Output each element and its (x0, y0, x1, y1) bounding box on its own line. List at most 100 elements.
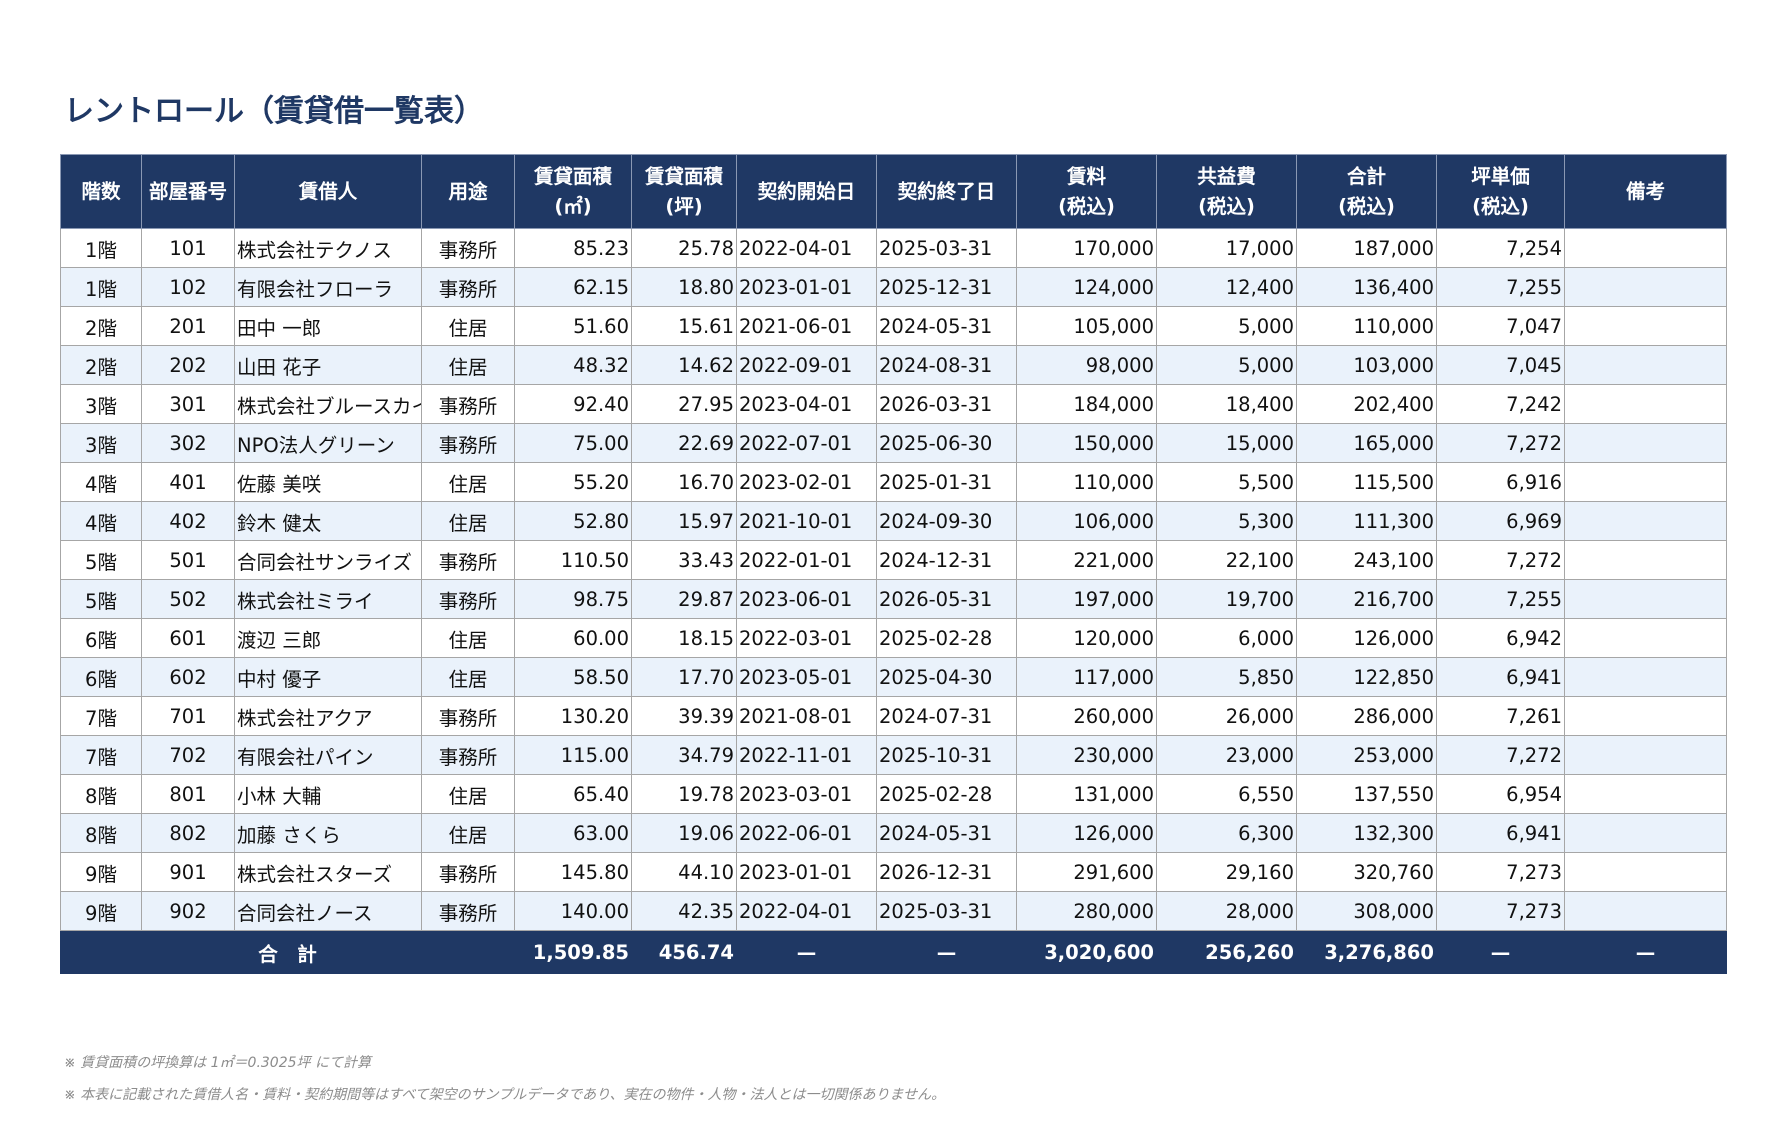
totals-area-m2: 1,509.85 (514, 930, 632, 974)
start-date-cell: 2023-03-01 (736, 774, 877, 814)
tenant-cell: 株式会社アクア (234, 696, 422, 736)
end-date-cell: 2024-05-31 (876, 306, 1017, 346)
end-date-cell: 2025-01-31 (876, 462, 1017, 502)
table-row: 9階 901 株式会社スターズ 事務所 145.80 44.10 2023-01-01 202… (60, 852, 1727, 892)
table-row: 2階 202 山田 花子 住居 48.32 14.62 2022-09-01 2024-08-… (60, 345, 1727, 385)
total-cell: 243,100 (1296, 540, 1437, 580)
table-row: 4階 401 佐藤 美咲 住居 55.20 16.70 2023-02-01 2025-01-… (60, 462, 1727, 502)
common-fee-cell: 5,000 (1156, 345, 1297, 385)
header-total-line1: 合計 (1346, 164, 1386, 188)
tenant-cell: NPO法人グリーン (234, 423, 422, 463)
room-cell: 902 (141, 891, 235, 931)
tenant-cell: 田中 一郎 (234, 306, 422, 346)
floor-cell: 1階 (60, 267, 142, 307)
tenant-cell: 山田 花子 (234, 345, 422, 385)
tenant-cell: 合同会社ノース (234, 891, 422, 931)
header-room: 部屋番号 (141, 154, 235, 229)
area-m2-cell: 130.20 (514, 696, 632, 736)
remarks-cell (1564, 735, 1727, 775)
header-area-m2-line2: (㎡) (554, 194, 592, 218)
remarks-cell (1564, 813, 1727, 853)
remarks-cell (1564, 657, 1727, 697)
use-cell: 住居 (421, 774, 515, 814)
use-cell: 事務所 (421, 228, 515, 268)
area-tsubo-cell: 33.43 (631, 540, 737, 580)
total-cell: 187,000 (1296, 228, 1437, 268)
header-rent-line2: (税込) (1058, 194, 1115, 218)
area-m2-cell: 98.75 (514, 579, 632, 619)
floor-cell: 6階 (60, 618, 142, 658)
area-m2-cell: 85.23 (514, 228, 632, 268)
tenant-cell: 株式会社ミライ (234, 579, 422, 619)
floor-cell: 3階 (60, 423, 142, 463)
rent-cell: 260,000 (1016, 696, 1157, 736)
unit-price-cell: 7,273 (1436, 852, 1565, 892)
tenant-cell: 有限会社パイン (234, 735, 422, 775)
header-remarks-line1: 備考 (1625, 179, 1665, 203)
tenant-cell: 株式会社ブルースカイ (234, 384, 422, 424)
room-cell: 301 (141, 384, 235, 424)
total-cell: 165,000 (1296, 423, 1437, 463)
common-fee-cell: 6,000 (1156, 618, 1297, 658)
area-m2-cell: 48.32 (514, 345, 632, 385)
room-cell: 402 (141, 501, 235, 541)
table-row: 2階 201 田中 一郎 住居 51.60 15.61 2021-06-01 2024-05-… (60, 306, 1727, 346)
header-floor-line1: 階数 (81, 179, 121, 203)
room-cell: 101 (141, 228, 235, 268)
use-cell: 事務所 (421, 540, 515, 580)
remarks-cell (1564, 423, 1727, 463)
unit-price-cell: 7,242 (1436, 384, 1565, 424)
header-area-tsubo: 賃貸面積 (坪) (631, 154, 737, 229)
total-cell: 286,000 (1296, 696, 1437, 736)
start-date-cell: 2022-07-01 (736, 423, 877, 463)
end-date-cell: 2026-12-31 (876, 852, 1017, 892)
room-cell: 202 (141, 345, 235, 385)
area-tsubo-cell: 14.62 (631, 345, 737, 385)
header-unit-price: 坪単価 (税込) (1436, 154, 1565, 229)
end-date-cell: 2025-12-31 (876, 267, 1017, 307)
header-common-fee-line2: (税込) (1198, 194, 1255, 218)
use-cell: 事務所 (421, 579, 515, 619)
floor-cell: 7階 (60, 735, 142, 775)
remarks-cell (1564, 228, 1727, 268)
totals-start: — (736, 930, 877, 974)
header-rent: 賃料 (税込) (1016, 154, 1157, 229)
rent-cell: 221,000 (1016, 540, 1157, 580)
end-date-cell: 2024-09-30 (876, 501, 1017, 541)
end-date-cell: 2025-06-30 (876, 423, 1017, 463)
area-tsubo-cell: 19.78 (631, 774, 737, 814)
floor-cell: 8階 (60, 774, 142, 814)
table-row: 6階 602 中村 優子 住居 58.50 17.70 2023-05-01 2025-04-… (60, 657, 1727, 697)
end-date-cell: 2025-10-31 (876, 735, 1017, 775)
area-tsubo-cell: 15.61 (631, 306, 737, 346)
unit-price-cell: 7,272 (1436, 735, 1565, 775)
header-total-line2: (税込) (1338, 194, 1395, 218)
tenant-cell: 佐藤 美咲 (234, 462, 422, 502)
room-cell: 201 (141, 306, 235, 346)
area-tsubo-cell: 39.39 (631, 696, 737, 736)
unit-price-cell: 6,942 (1436, 618, 1565, 658)
total-cell: 202,400 (1296, 384, 1437, 424)
unit-price-cell: 7,273 (1436, 891, 1565, 931)
rent-cell: 105,000 (1016, 306, 1157, 346)
use-cell: 住居 (421, 306, 515, 346)
table-row: 7階 701 株式会社アクア 事務所 130.20 39.39 2021-08-01 2024… (60, 696, 1727, 736)
header-area-tsubo-line2: (坪) (665, 194, 703, 218)
unit-price-cell: 7,254 (1436, 228, 1565, 268)
tenant-cell: 有限会社フローラ (234, 267, 422, 307)
totals-total: 3,276,860 (1296, 930, 1437, 974)
start-date-cell: 2023-04-01 (736, 384, 877, 424)
floor-cell: 9階 (60, 852, 142, 892)
total-cell: 115,500 (1296, 462, 1437, 502)
end-date-cell: 2024-07-31 (876, 696, 1017, 736)
tenant-cell: 鈴木 健太 (234, 501, 422, 541)
remarks-cell (1564, 618, 1727, 658)
room-cell: 601 (141, 618, 235, 658)
use-cell: 事務所 (421, 267, 515, 307)
use-cell: 住居 (421, 657, 515, 697)
area-tsubo-cell: 44.10 (631, 852, 737, 892)
rent-cell: 110,000 (1016, 462, 1157, 502)
total-cell: 126,000 (1296, 618, 1437, 658)
page-title: レントロール（賃貸借一覧表） (64, 94, 484, 129)
use-cell: 住居 (421, 618, 515, 658)
